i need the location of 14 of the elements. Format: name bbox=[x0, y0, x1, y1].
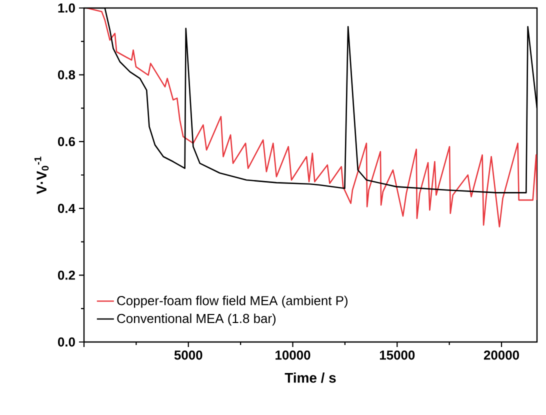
y-tick-label: 0.2 bbox=[58, 270, 75, 280]
y-tick-label: 1.0 bbox=[58, 3, 75, 13]
x-tick-label: 5000 bbox=[174, 350, 202, 360]
y-tick-label: 0.0 bbox=[58, 337, 75, 347]
legend-label: Copper-foam flow field MEA (ambient P) bbox=[117, 296, 348, 308]
y-tick-label: 0.4 bbox=[58, 204, 76, 213]
y-axis-title: V·V$_{0}$-1 bbox=[34, 156, 49, 194]
y-tick-label: 0.8 bbox=[58, 70, 76, 80]
y-tick-label: 0.6 bbox=[58, 137, 76, 146]
x-tick-label: 15000 bbox=[380, 350, 415, 360]
x-axis-title: Time / s bbox=[284, 372, 336, 383]
legend-label: Conventional MEA (1.8 bar) bbox=[117, 314, 276, 326]
x-tick-label: 10000 bbox=[276, 350, 310, 360]
x-tick-label: 20000 bbox=[484, 350, 519, 360]
